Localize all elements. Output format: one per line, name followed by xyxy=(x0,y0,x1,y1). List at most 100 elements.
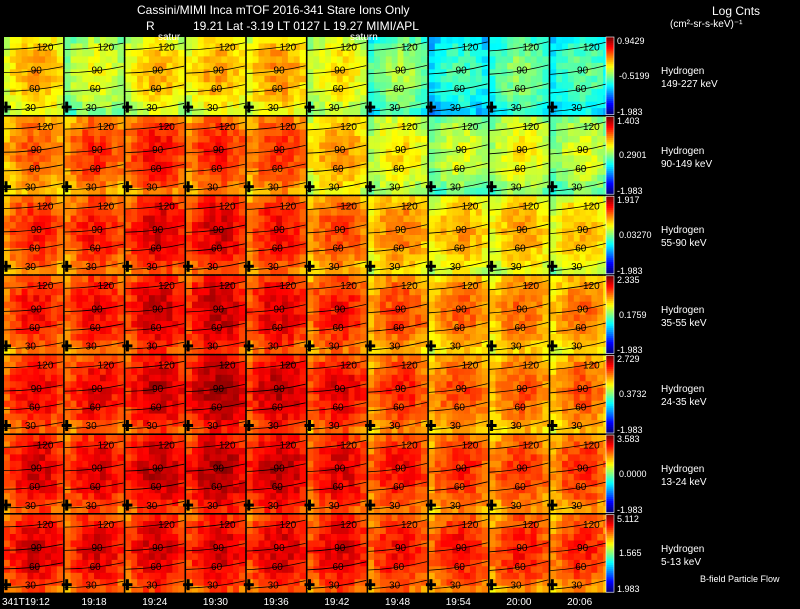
heatmap-pixel xyxy=(354,254,361,262)
heatmap-pixel xyxy=(573,75,581,83)
heatmap-pixel xyxy=(530,37,537,44)
heatmap-pixel xyxy=(227,187,234,195)
heatmap-pixel xyxy=(166,101,173,109)
heatmap-pixel xyxy=(573,43,581,51)
heatmap-pixel xyxy=(330,82,338,90)
heatmap-pixel xyxy=(131,43,138,51)
heatmap-pixel xyxy=(246,209,254,216)
heatmap-pixel xyxy=(299,136,306,143)
heatmap-pixel xyxy=(403,260,410,268)
heatmap-pixel xyxy=(360,69,367,77)
pitch-contour-line xyxy=(489,144,549,155)
heatmap-pixel xyxy=(446,260,453,268)
heatmap-pixel xyxy=(148,301,156,309)
heatmap-pixel xyxy=(319,235,326,242)
heatmap-pixel xyxy=(524,247,532,255)
pitch-contour-line xyxy=(3,103,63,111)
heatmap-pixel xyxy=(50,267,58,275)
heatmap-pixel xyxy=(117,215,124,223)
heatmap-pixel xyxy=(542,82,549,90)
heatmap-pixel xyxy=(325,75,332,83)
heatmap-pixel xyxy=(354,155,361,163)
pitch-contour-label: 60 xyxy=(515,84,527,95)
heatmap-pixel xyxy=(264,340,271,348)
heatmap-pixel xyxy=(99,340,107,348)
pitch-contour-label: 90 xyxy=(91,225,103,236)
heatmap-pixel xyxy=(105,181,113,189)
heatmap-pixel xyxy=(33,43,40,51)
heatmap-pixel xyxy=(379,241,387,249)
pitch-contour-label: 60 xyxy=(29,243,41,254)
heatmap-pixel xyxy=(99,228,107,236)
heatmap-pixel xyxy=(172,288,179,296)
heatmap-pixel xyxy=(45,340,52,348)
pitch-contour-label: 60 xyxy=(150,84,162,95)
heatmap-pixel xyxy=(258,247,265,255)
heatmap-cell xyxy=(246,275,306,354)
heatmap-pixel xyxy=(348,75,355,83)
heatmap-pixel xyxy=(39,222,46,229)
heatmap-pixel xyxy=(434,75,442,83)
heatmap-pixel xyxy=(9,155,17,163)
heatmap-pixel xyxy=(50,108,58,115)
heatmap-pixel xyxy=(348,340,355,348)
heatmap-pixel xyxy=(33,314,40,322)
heatmap-pixel xyxy=(518,275,526,283)
heatmap-pixel xyxy=(325,247,332,255)
heatmap-pixel xyxy=(76,174,83,182)
heatmap-pixel xyxy=(137,235,144,242)
heatmap-pixel xyxy=(21,148,28,156)
heatmap-pixel xyxy=(39,181,46,189)
heatmap-pixel xyxy=(446,49,453,57)
heatmap-pixel xyxy=(82,168,89,176)
heatmap-pixel xyxy=(319,288,326,296)
heatmap-pixel xyxy=(50,95,58,103)
heatmap-pixel xyxy=(82,88,89,96)
heatmap-pixel xyxy=(227,129,234,137)
heatmap-pixel xyxy=(489,129,496,137)
heatmap-pixel xyxy=(464,215,471,223)
heatmap-pixel xyxy=(21,282,28,290)
heatmap-pixel xyxy=(117,314,124,322)
heatmap-pixel xyxy=(15,215,23,223)
heatmap-pixel xyxy=(313,241,320,249)
heatmap-pixel xyxy=(403,301,410,309)
heatmap-pixel xyxy=(336,129,344,137)
heatmap-pixel xyxy=(409,142,416,150)
heatmap-pixel xyxy=(567,241,575,249)
heatmap-pixel xyxy=(221,101,228,109)
pitch-contour-label: 120 xyxy=(158,281,175,292)
heatmap-pixel xyxy=(82,267,89,275)
heatmap-pixel xyxy=(15,136,23,143)
heatmap-pixel xyxy=(82,260,89,268)
heatmap-pixel xyxy=(579,260,586,268)
heatmap-pixel xyxy=(111,202,118,210)
heatmap-pixel xyxy=(287,346,295,354)
heatmap-pixel xyxy=(556,69,563,77)
pitch-contour-line xyxy=(368,303,427,313)
heatmap-pixel xyxy=(50,301,58,309)
heatmap-pixel xyxy=(39,295,46,303)
heatmap-pixel xyxy=(368,209,375,216)
heatmap-pixel xyxy=(458,340,465,348)
heatmap-pixel xyxy=(252,295,259,303)
heatmap-pixel xyxy=(39,321,46,328)
heatmap-pixel xyxy=(21,340,28,348)
heatmap-pixel xyxy=(385,168,393,176)
heatmap-pixel xyxy=(446,69,453,77)
heatmap-pixel xyxy=(458,129,465,137)
heatmap-pixel xyxy=(264,95,271,103)
heatmap-pixel xyxy=(319,174,326,182)
heatmap-pixel xyxy=(9,241,17,249)
heatmap-pixel xyxy=(319,295,326,303)
heatmap-pixel xyxy=(440,108,447,115)
heatmap-pixel xyxy=(403,69,410,77)
heatmap-pixel xyxy=(39,82,46,90)
heatmap-pixel xyxy=(354,275,361,283)
heatmap-pixel xyxy=(276,43,283,51)
heatmap-pixel xyxy=(440,56,447,64)
heatmap-pixel xyxy=(50,327,58,335)
heatmap-pixel xyxy=(475,142,483,150)
heatmap-pixel xyxy=(33,101,40,109)
pitch-contour-line xyxy=(125,84,185,93)
